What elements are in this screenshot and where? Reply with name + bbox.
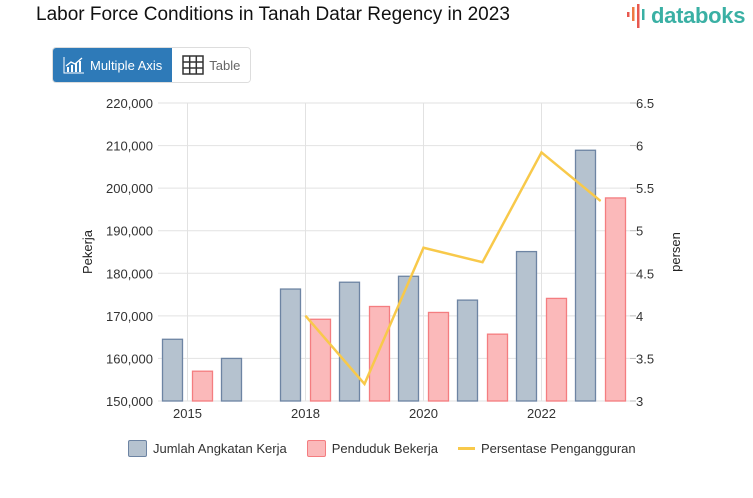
legend: Jumlah Angkatan Kerja Penduduk Bekerja P… [128,440,656,457]
y2-axis-label: persen [668,232,683,272]
legend-item-jak[interactable]: Jumlah Angkatan Kerja [128,440,287,457]
y2-tick-label: 5.5 [636,181,654,196]
legend-label: Persentase Pengangguran [480,441,636,456]
tab-multiple-axis[interactable]: Multiple Axis [53,48,173,82]
table-icon [182,55,204,75]
bar-penduduk-bekerja [191,370,214,402]
y2-tick-label: 5 [636,224,643,239]
line-point [423,247,424,249]
chart-title: Labor Force Conditions in Tanah Datar Re… [36,4,510,25]
legend-label: Penduduk Bekerja [331,441,438,456]
y-axis-label: Pekerja [80,229,95,274]
y-tick-label: 150,000 [106,394,153,409]
y-tick-label: 160,000 [106,351,153,366]
view-tabs: Multiple Axis Table [52,47,252,83]
tab-label: Table [209,57,241,73]
y-tick-label: 220,000 [106,96,153,111]
legend-swatch-line [457,447,475,450]
chart-icon [63,57,84,74]
y2-tick-label: 4 [636,309,643,324]
y-tick-label: 200,000 [106,181,153,196]
x-tick-label: 2015 [173,406,202,421]
logo-icon [627,4,645,28]
line-point [482,261,483,263]
legend-label: Jumlah Angkatan Kerja [153,441,287,456]
line-persentase-pengangguran [304,150,602,387]
tab-table[interactable]: Table [172,48,251,82]
bar-jumlah-angkatan-kerja [161,338,184,402]
y2-tick-label: 3 [636,394,643,409]
legend-swatch-pb [306,440,326,457]
x-tick-label: 2018 [291,406,320,421]
tab-label: Multiple Axis [90,57,163,73]
y-tick-label: 210,000 [106,139,153,154]
bar-penduduk-bekerja [427,311,450,402]
line-point [364,383,365,385]
bar-jumlah-angkatan-kerja [397,275,420,402]
legend-swatch-jak [128,440,147,457]
bar-jumlah-angkatan-kerja [338,281,361,402]
y-tick-label: 190,000 [106,224,153,239]
y2-tick-label: 4.5 [636,266,654,281]
bar-jumlah-angkatan-kerja [220,357,243,402]
bar-penduduk-bekerja [368,305,391,402]
logo-text: databoks [651,3,746,28]
line-point [541,151,542,153]
line-point [305,315,306,317]
bar-penduduk-bekerja [545,297,568,402]
legend-item-line[interactable]: Persentase Pengangguran [457,441,636,456]
bar-jumlah-angkatan-kerja [456,299,479,402]
bar-jumlah-angkatan-kerja [574,149,597,402]
bar-penduduk-bekerja [604,197,627,402]
y2-tick-label: 6.5 [636,96,654,111]
y-tick-label: 180,000 [106,266,153,281]
y-tick-label: 170,000 [106,309,153,324]
line-point [600,200,601,202]
y2-tick-label: 3.5 [636,351,654,366]
bar-jumlah-angkatan-kerja [279,288,302,402]
y2-tick-label: 6 [636,139,643,154]
x-tick-label: 2022 [527,406,556,421]
bar-penduduk-bekerja [309,318,332,402]
legend-item-pb[interactable]: Penduduk Bekerja [306,440,438,457]
databoks-logo: databoks [626,3,745,29]
bar-penduduk-bekerja [486,333,509,402]
bar-jumlah-angkatan-kerja [515,250,538,402]
x-tick-label: 2020 [409,406,438,421]
